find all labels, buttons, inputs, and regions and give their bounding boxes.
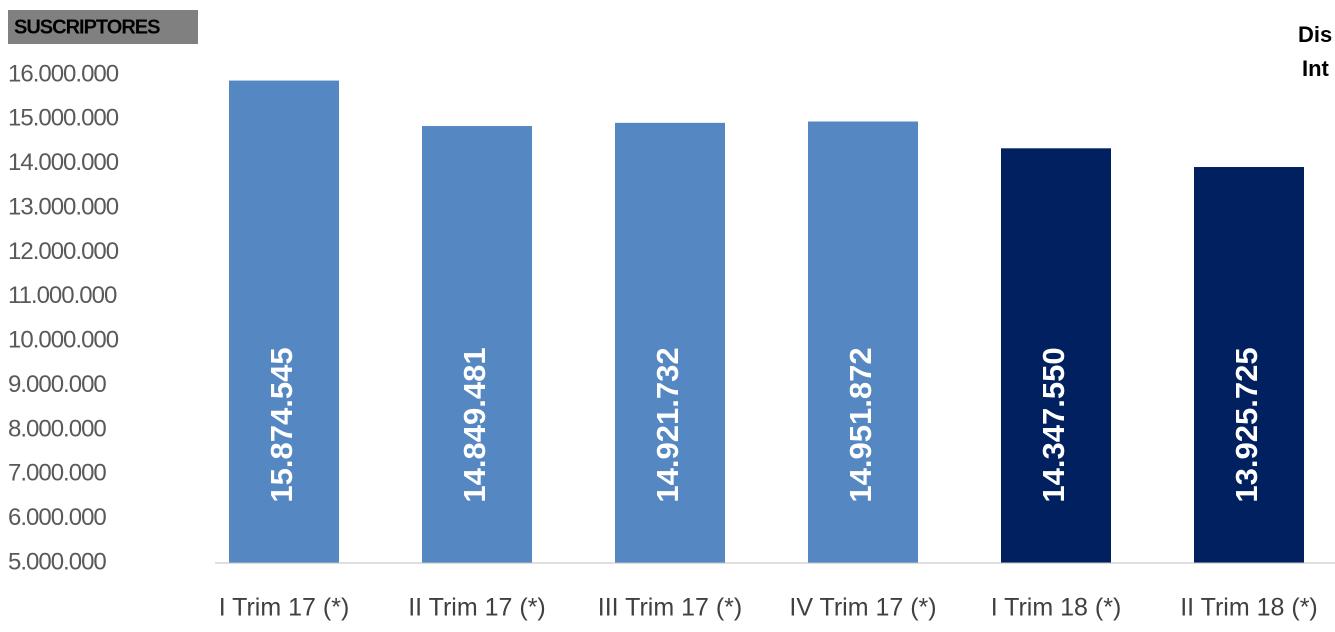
- bar: [229, 80, 339, 563]
- value-label: 14.951.872: [843, 347, 878, 502]
- y-tick-label: 15.000.000: [8, 105, 119, 132]
- x-tick-label: I Trim 18 (*): [991, 594, 1122, 622]
- y-tick-label: 12.000.000: [8, 238, 119, 265]
- y-tick-label: 16.000.000: [8, 60, 119, 87]
- value-label: 14.347.550: [1036, 347, 1071, 502]
- y-tick-label: 5.000.000: [8, 548, 106, 575]
- title-box: [8, 10, 198, 44]
- bar: [615, 122, 725, 564]
- bar: [808, 121, 918, 563]
- value-label: 15.874.545: [264, 347, 299, 502]
- value-label: 13.925.725: [1229, 347, 1264, 502]
- value-label: 14.921.732: [650, 347, 685, 502]
- y-tick-label: 11.000.000: [8, 282, 117, 309]
- y-tick-label: 8.000.000: [8, 415, 106, 442]
- y-tick-label: 9.000.000: [8, 371, 106, 398]
- bar: [422, 126, 532, 564]
- chart-title: SUSCRIPTORES: [14, 16, 160, 38]
- bar: [1194, 167, 1304, 563]
- y-tick-label: 14.000.000: [8, 149, 119, 176]
- annotation: Dis: [1298, 22, 1332, 47]
- annotation: Int: [1302, 56, 1330, 81]
- value-label: 14.849.481: [457, 347, 492, 502]
- y-tick-label: 7.000.000: [8, 460, 106, 487]
- y-tick-label: 6.000.000: [8, 504, 106, 531]
- x-tick-label: I Trim 17 (*): [219, 594, 350, 622]
- x-tick-label: III Trim 17 (*): [598, 594, 742, 622]
- x-tick-label: II Trim 17 (*): [408, 594, 546, 622]
- x-tick-label: IV Trim 17 (*): [789, 594, 936, 622]
- bar: [1001, 148, 1111, 563]
- y-tick-label: 13.000.000: [8, 193, 119, 220]
- y-tick-label: 10.000.000: [8, 327, 119, 354]
- x-tick-label: II Trim 18 (*): [1180, 594, 1318, 622]
